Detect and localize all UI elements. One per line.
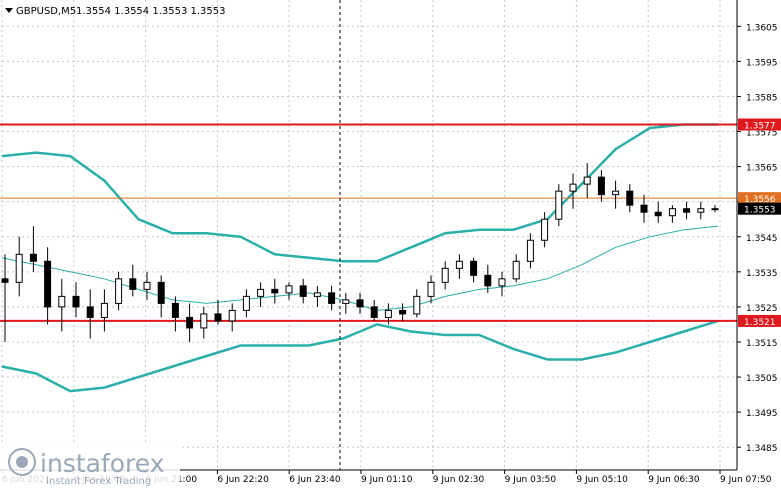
candle-body (668, 208, 676, 217)
candle-body (711, 208, 719, 211)
candle-body (654, 211, 662, 217)
candle-body (299, 285, 307, 297)
logo-badge-icon (8, 448, 36, 476)
price-tag-bid (738, 202, 781, 215)
y-tick-label: 1.3535 (746, 269, 778, 279)
candle-body (143, 281, 151, 290)
candle-body (583, 176, 591, 185)
price-tags: 1.3577 1.3556 1.3521 1.3553 (738, 118, 781, 328)
candle-body (356, 299, 364, 308)
y-tick-label: 1.3575 (746, 129, 778, 139)
candle-body (569, 183, 577, 192)
x-tick-label: 9 Jun 05:10 (576, 475, 628, 485)
candle-body (597, 176, 605, 196)
logo-tagline: Instant Forex Trading (46, 476, 151, 487)
candle-body (555, 190, 563, 220)
price-tag-current (738, 192, 781, 205)
candle-body (441, 267, 449, 283)
candle-body (370, 306, 378, 318)
candle-body (1, 278, 9, 283)
candle-body (257, 288, 265, 297)
candle-body (640, 204, 648, 213)
candle-body (512, 260, 520, 280)
candle-body (271, 288, 279, 294)
x-tick-label: 9 Jun 03:50 (505, 475, 557, 485)
candle-body (29, 253, 37, 262)
candle-body (541, 218, 549, 241)
price-tag-label-bid: 1.3553 (744, 206, 776, 216)
y-tick-label: 1.3595 (746, 58, 778, 68)
x-tick-label: 9 Jun 06:30 (648, 475, 700, 485)
candle-body (328, 292, 336, 304)
price-tag-resistance (738, 118, 781, 131)
x-tick-label: 9 Jun 01:10 (361, 475, 413, 485)
x-tick-label: 9 Jun 07:50 (720, 475, 772, 485)
candle-body (200, 313, 208, 329)
candle-body (72, 295, 80, 308)
candle-body (228, 309, 236, 322)
candle-body (626, 190, 634, 206)
y-tick-label: 1.3545 (746, 234, 778, 244)
level-lines (0, 123, 737, 322)
instaforex-logo: instaforex Instant Forex Trading (0, 444, 180, 489)
y-tick-label: 1.3585 (746, 93, 778, 103)
candle-body (313, 292, 321, 297)
chart-header: GBPUSD,M5 1.3554 1.3554 1.3553 1.3553 (5, 6, 226, 17)
candle-body (15, 253, 23, 283)
candle-body (115, 278, 123, 304)
candle-body (100, 302, 108, 318)
candle-body (44, 260, 52, 308)
x-tick-label: 9 Jun 02:30 (433, 475, 485, 485)
candle-body (413, 295, 421, 315)
price-tag-support (738, 314, 781, 327)
candle-body (242, 295, 250, 311)
candle-body (427, 281, 435, 297)
x-tick-label: 6 Jun 22:20 (217, 475, 269, 485)
candle-body (157, 281, 165, 304)
candle-body (498, 278, 506, 287)
logo-text: instaforex (40, 449, 165, 478)
y-tick-label: 1.3605 (746, 23, 778, 33)
candle-body (384, 309, 392, 318)
candle-body (455, 260, 463, 269)
band-lower-line (1, 319, 719, 393)
price-tag-label-resistance: 1.3577 (744, 122, 776, 132)
x-tick-label: 6 Jun 23:40 (289, 475, 341, 485)
candle-body (342, 299, 350, 304)
collapse-triangle-icon[interactable] (5, 8, 13, 13)
candle-body (484, 274, 492, 287)
candle-body (285, 285, 293, 294)
candle-body (470, 260, 478, 276)
chart-symbol-title: GBPUSD,M5 (16, 6, 76, 17)
y-tick-label: 1.3485 (746, 444, 778, 454)
candle-body (612, 190, 620, 196)
candle-body (214, 313, 222, 322)
candle-body (129, 278, 137, 290)
candle-body (697, 208, 705, 213)
candle-body (86, 306, 94, 318)
y-tick-label: 1.3495 (746, 409, 778, 419)
y-tick-label: 1.3565 (746, 164, 778, 174)
candle-body (171, 302, 179, 318)
y-tick-label: 1.3515 (746, 339, 778, 349)
y-tick-label: 1.3505 (746, 374, 778, 384)
candle-body (58, 295, 66, 308)
candle-body (186, 316, 194, 329)
grid-lines (1, 0, 735, 470)
y-tick-label: 1.3525 (746, 304, 778, 314)
candles (1, 163, 719, 342)
band-upper-line (1, 123, 718, 263)
candle-body (399, 309, 407, 315)
ohlc-readout: 1.3554 1.3554 1.3553 1.3553 (76, 6, 226, 17)
candle-body (526, 239, 534, 262)
price-tag-label-current: 1.3556 (744, 195, 776, 205)
candle-body (683, 208, 691, 213)
price-tag-label-support: 1.3521 (744, 318, 776, 328)
